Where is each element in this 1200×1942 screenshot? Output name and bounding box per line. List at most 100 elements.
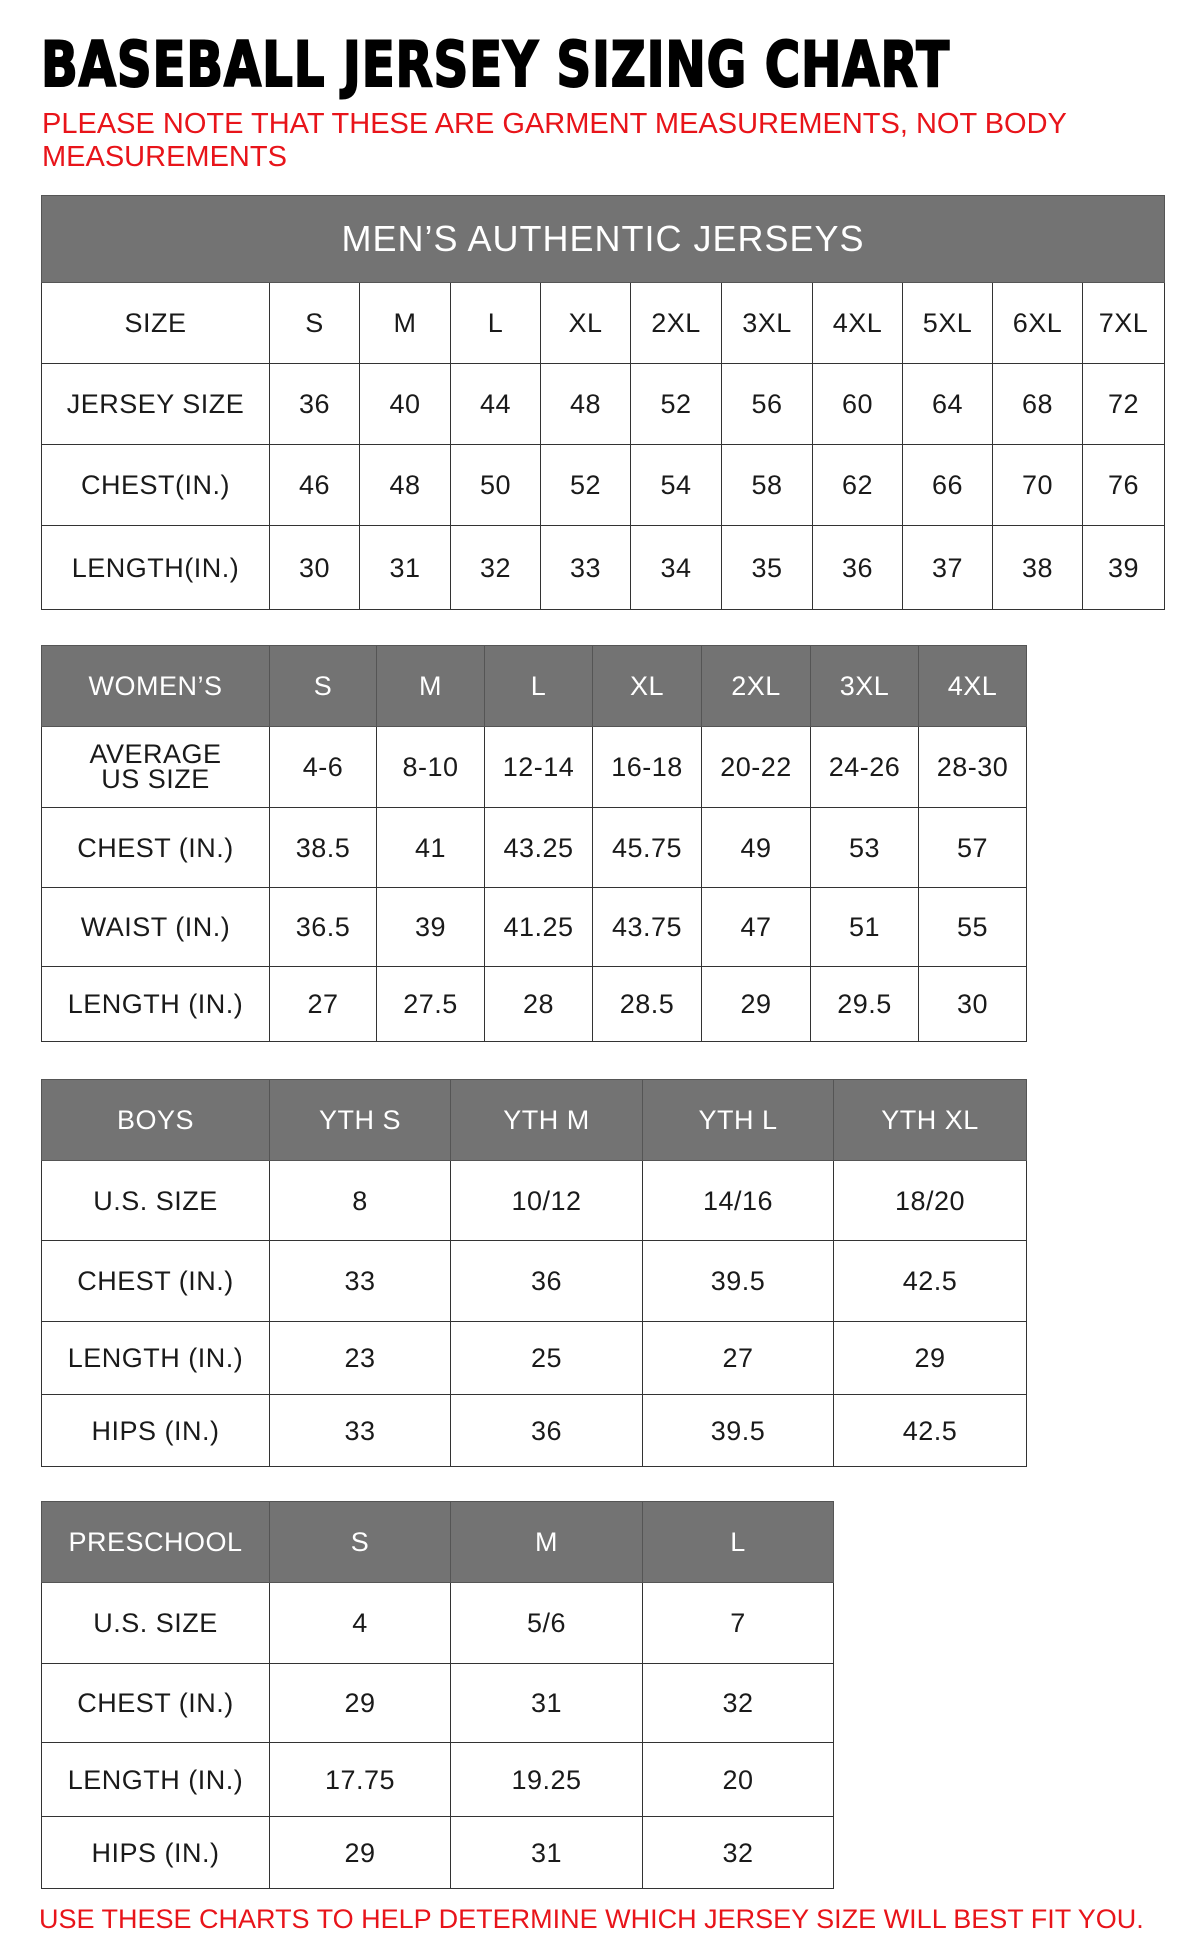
table-cell: 44 [450,363,541,445]
table-cell: 36 [450,1394,643,1467]
row-label: LENGTH (IN.) [41,1321,270,1395]
table-cell: 60 [812,363,903,445]
table-cell: 72 [1081,363,1166,445]
table-row: JERSEY SIZE 36 40 44 48 52 56 60 64 68 72 [41,363,1166,445]
table-row: WAIST (IN.) 36.5 39 41.25 43.75 47 51 55 [41,887,1027,967]
size-header: 2XL [701,645,811,727]
table-row: CHEST (IN.) 33 36 39.5 42.5 [41,1240,1027,1322]
table-cell: 51 [810,887,919,967]
table-cell: 7 [642,1582,834,1664]
table-cell: 27.5 [376,966,485,1042]
table-cell: 54 [630,444,722,526]
table-cell: 14/16 [642,1160,834,1241]
table-row: CHEST (IN.) 38.5 41 43.25 45.75 49 53 57 [41,807,1027,888]
table-cell: 24-26 [810,726,919,808]
table-cell: 29 [701,966,811,1042]
table-cell: 8-10 [376,726,485,808]
table-cell: 36 [450,1240,643,1322]
table-cell: 41.25 [484,887,593,967]
table-cell: 29 [833,1321,1027,1395]
table-cell: 70 [992,444,1083,526]
preschool-size-table: PRESCHOOL S M L U.S. SIZE 4 5/6 7 CHEST (IN.) 29 3… [41,1501,834,1889]
table-cell: 29 [269,1663,451,1743]
table-cell: 34 [630,525,722,610]
mens-size-table: MEN’S AUTHENTIC JERSEYS SIZE S M L XL 2XL 3XL 4X… [40,195,1166,610]
table-cell: 49 [701,807,811,888]
row-label: LENGTH (IN.) [41,1742,270,1817]
table-cell: 36 [269,363,360,445]
row-label: LENGTH (IN.) [41,966,270,1042]
table-cell: 20-22 [701,726,811,808]
row-label: CHEST(IN.) [41,444,270,526]
table-cell: 20 [642,1742,834,1817]
table-cell: 39.5 [642,1240,834,1322]
table-row: HIPS (IN.) 33 36 39.5 42.5 [41,1394,1027,1467]
row-label: CHEST (IN.) [41,1240,270,1322]
header-label: BOYS [41,1079,270,1161]
table-cell: 64 [902,363,993,445]
size-header: S [269,645,377,727]
garment-note: PLEASE NOTE THAT THESE ARE GARMENT MEASU… [42,108,1067,173]
table-cell: 58 [721,444,813,526]
table-cell: 16-18 [592,726,702,808]
size-header: YTH S [269,1079,451,1161]
table-caption: MEN’S AUTHENTIC JERSEYS [40,195,1166,283]
table-row: CHEST(IN.) 46 48 50 52 54 58 62 66 70 76 [41,444,1166,526]
table-header-row: BOYS YTH S YTH M YTH L YTH XL [41,1079,1027,1161]
table-cell: 47 [701,887,811,967]
header-label: SIZE [41,282,270,364]
size-header: XL [592,645,702,727]
size-header: M [450,1501,643,1583]
row-label: JERSEY SIZE [41,363,270,445]
table-cell: 43.25 [484,807,593,888]
table-cell: 55 [918,887,1027,967]
table-cell: 41 [376,807,485,888]
table-cell: 18/20 [833,1160,1027,1241]
table-cell: 5/6 [450,1582,643,1664]
row-label: AVERAGE US SIZE [41,726,270,808]
table-cell: 37 [902,525,993,610]
table-row: LENGTH (IN.) 17.75 19.25 20 [41,1742,834,1817]
size-header: 5XL [902,282,993,364]
table-cell: 30 [918,966,1027,1042]
table-cell: 4 [269,1582,451,1664]
table-row: HIPS (IN.) 29 31 32 [41,1816,834,1889]
row-label: HIPS (IN.) [41,1816,270,1889]
size-header: S [269,282,360,364]
table-cell: 48 [359,444,451,526]
table-cell: 28-30 [918,726,1027,808]
womens-size-table: WOMEN’S S M L XL 2XL 3XL 4XL AVERAGE US SIZE 4-6 8… [41,645,1027,1042]
size-header: 6XL [992,282,1083,364]
header-label: PRESCHOOL [41,1501,270,1583]
size-header: 2XL [630,282,722,364]
table-cell: 57 [918,807,1027,888]
table-row: AVERAGE US SIZE 4-6 8-10 12-14 16-18 20-22 24-… [41,726,1027,808]
size-header: M [376,645,485,727]
table-cell: 10/12 [450,1160,643,1241]
size-header: S [269,1501,451,1583]
size-header: 3XL [810,645,919,727]
size-header: L [450,282,541,364]
size-header: M [359,282,451,364]
table-cell: 68 [992,363,1083,445]
table-cell: 62 [812,444,903,526]
size-header: 3XL [721,282,813,364]
row-label: U.S. SIZE [41,1582,270,1664]
size-header: XL [540,282,631,364]
table-cell: 31 [450,1663,643,1743]
table-cell: 45.75 [592,807,702,888]
size-header: 4XL [918,645,1027,727]
table-cell: 46 [269,444,360,526]
table-cell: 76 [1081,444,1166,526]
table-cell: 56 [721,363,813,445]
table-cell: 31 [450,1816,643,1889]
table-cell: 35 [721,525,813,610]
table-row: U.S. SIZE 4 5/6 7 [41,1582,834,1664]
table-row: LENGTH (IN.) 27 27.5 28 28.5 29 29.5 30 [41,966,1027,1042]
table-cell: 42.5 [833,1394,1027,1467]
table-cell: 8 [269,1160,451,1241]
table-cell: 30 [269,525,360,610]
footer-note: USE THESE CHARTS TO HELP DETERMINE WHICH… [39,1904,1144,1934]
table-header-row: PRESCHOOL S M L [41,1501,834,1583]
table-cell: 38.5 [269,807,377,888]
